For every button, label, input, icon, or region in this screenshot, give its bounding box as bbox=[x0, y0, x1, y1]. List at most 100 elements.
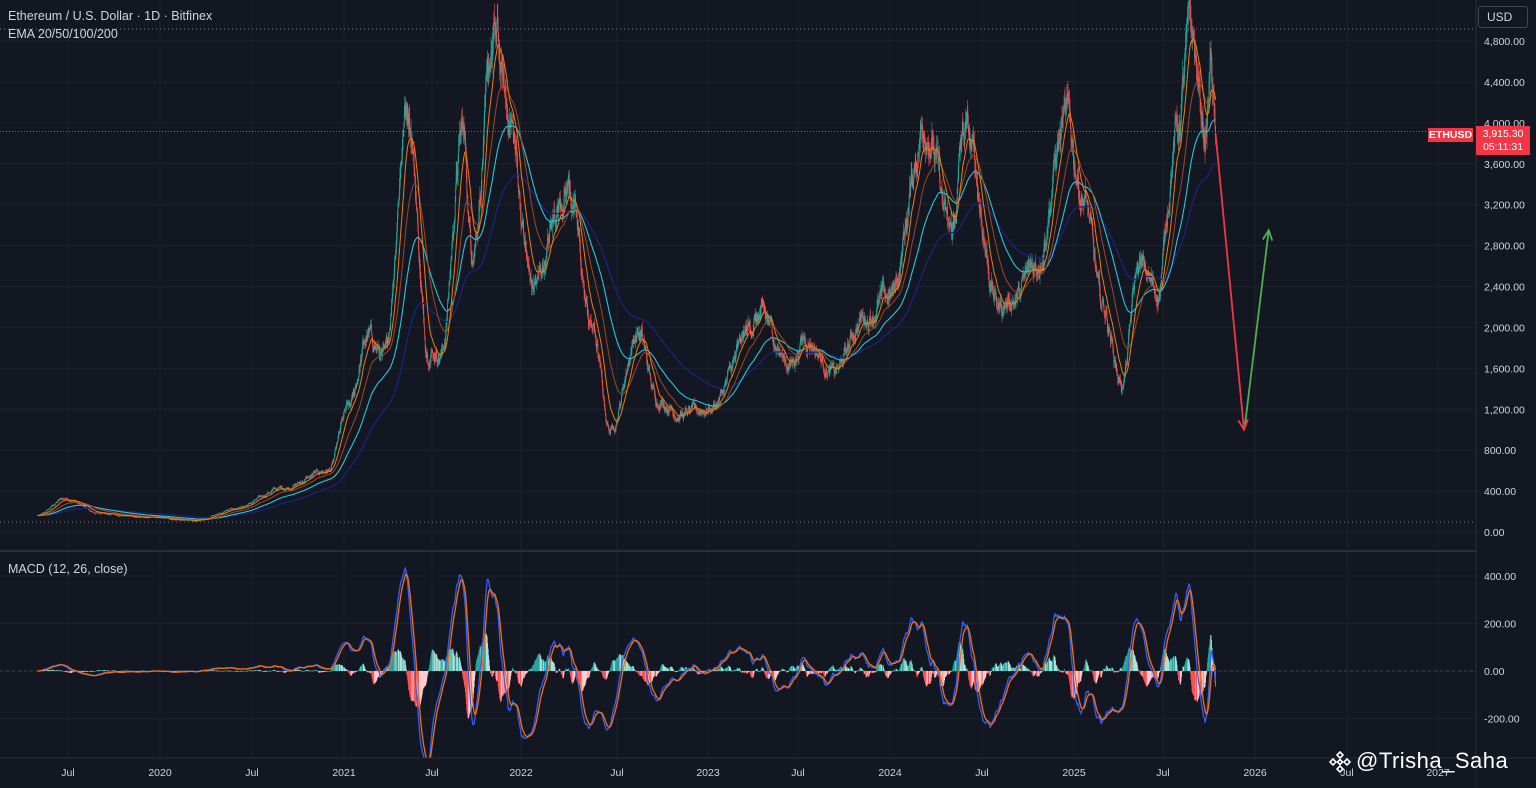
candle-body bbox=[1157, 298, 1159, 304]
candle-body bbox=[880, 288, 882, 294]
candle-body bbox=[873, 320, 875, 321]
macd-histogram-bar bbox=[63, 671, 65, 672]
candle-body bbox=[1199, 77, 1201, 99]
candle-body bbox=[43, 512, 44, 514]
candle-body bbox=[576, 216, 578, 218]
candle-body bbox=[715, 406, 717, 409]
candle-body bbox=[675, 419, 677, 421]
macd-histogram-bar bbox=[62, 671, 63, 672]
candle-body bbox=[486, 59, 488, 68]
candle-body bbox=[137, 516, 138, 518]
candle-body bbox=[305, 477, 307, 479]
candle-body bbox=[1095, 265, 1097, 271]
macd-histogram-bar bbox=[104, 670, 106, 671]
candle-body bbox=[1214, 104, 1215, 110]
candle-body bbox=[1133, 287, 1135, 291]
candle-body bbox=[168, 518, 170, 520]
candle-body bbox=[822, 355, 823, 362]
macd-histogram-bar bbox=[107, 670, 108, 672]
candle-body bbox=[493, 14, 495, 23]
candle-body bbox=[370, 324, 372, 329]
candle-body bbox=[662, 401, 663, 404]
candle-body bbox=[483, 132, 485, 146]
candle-body bbox=[77, 502, 79, 504]
candle-body bbox=[724, 388, 725, 392]
candle-body bbox=[1063, 104, 1065, 110]
candle-body bbox=[492, 46, 493, 54]
candle-body bbox=[930, 156, 931, 159]
macd-histogram-bar bbox=[44, 670, 46, 671]
candle-body bbox=[524, 242, 526, 245]
candle-body bbox=[263, 496, 264, 498]
candle-body bbox=[403, 127, 405, 136]
candle-body bbox=[229, 508, 231, 510]
candle-body bbox=[1176, 119, 1178, 124]
candle-body bbox=[545, 259, 547, 270]
candle-body bbox=[1188, 0, 1190, 5]
candle-body bbox=[1176, 115, 1177, 120]
candle-body bbox=[941, 190, 943, 197]
candle-body bbox=[565, 187, 567, 196]
candle-body bbox=[300, 481, 302, 484]
candle-body bbox=[776, 347, 778, 349]
candle-body bbox=[988, 272, 990, 281]
price-candles bbox=[37, 0, 1216, 522]
candle-body bbox=[365, 337, 367, 344]
candle-body bbox=[992, 281, 993, 290]
candle-body bbox=[714, 403, 716, 407]
candle-body bbox=[79, 503, 81, 504]
candle-body bbox=[370, 324, 372, 327]
macd-histogram-bar bbox=[70, 671, 71, 673]
candle-body bbox=[569, 190, 571, 198]
candle-body bbox=[1154, 288, 1156, 293]
candle-body bbox=[537, 275, 538, 278]
candle-body bbox=[399, 169, 401, 178]
candle-body bbox=[318, 473, 320, 475]
candle-body bbox=[484, 101, 486, 117]
candle-body bbox=[642, 335, 644, 339]
candle-body bbox=[751, 333, 753, 335]
candle-body bbox=[1179, 123, 1180, 131]
candle-body bbox=[748, 321, 750, 323]
candle-body bbox=[266, 494, 268, 495]
candle-body bbox=[344, 409, 346, 411]
candle-body bbox=[695, 404, 697, 408]
candle-body bbox=[960, 144, 962, 149]
candle-body bbox=[745, 326, 747, 332]
candle-body bbox=[920, 126, 922, 130]
candle-body bbox=[1052, 171, 1054, 187]
candle-body bbox=[350, 403, 352, 407]
candle-body bbox=[815, 348, 817, 353]
candle-body bbox=[585, 299, 587, 300]
candle-body bbox=[1051, 197, 1053, 200]
candle-body bbox=[423, 322, 425, 328]
candle-body bbox=[589, 324, 590, 325]
candle-body bbox=[975, 169, 977, 178]
candle-body bbox=[515, 144, 517, 150]
macd-histogram-bar bbox=[137, 671, 139, 672]
candle-body bbox=[668, 412, 669, 416]
candle-body bbox=[1108, 327, 1110, 333]
candle-body bbox=[881, 286, 883, 293]
candle-body bbox=[1080, 206, 1082, 211]
candle-body bbox=[322, 471, 323, 473]
candle-body bbox=[454, 218, 456, 224]
candle-body bbox=[981, 220, 983, 231]
candle-body bbox=[133, 516, 134, 518]
candle-body bbox=[1017, 293, 1018, 299]
candle-body bbox=[320, 471, 321, 473]
candle-body bbox=[793, 362, 795, 365]
candle-body bbox=[266, 494, 267, 496]
candle-body bbox=[558, 200, 560, 213]
candle-body bbox=[518, 185, 519, 193]
candle-body bbox=[60, 498, 61, 499]
candle-body bbox=[584, 293, 586, 296]
candle-body bbox=[1114, 358, 1116, 366]
candle-body bbox=[406, 108, 408, 119]
candle-body bbox=[278, 487, 279, 489]
candle-body bbox=[542, 266, 544, 269]
candle-body bbox=[458, 147, 460, 163]
candle-body bbox=[47, 510, 48, 511]
candle-body bbox=[688, 408, 690, 410]
